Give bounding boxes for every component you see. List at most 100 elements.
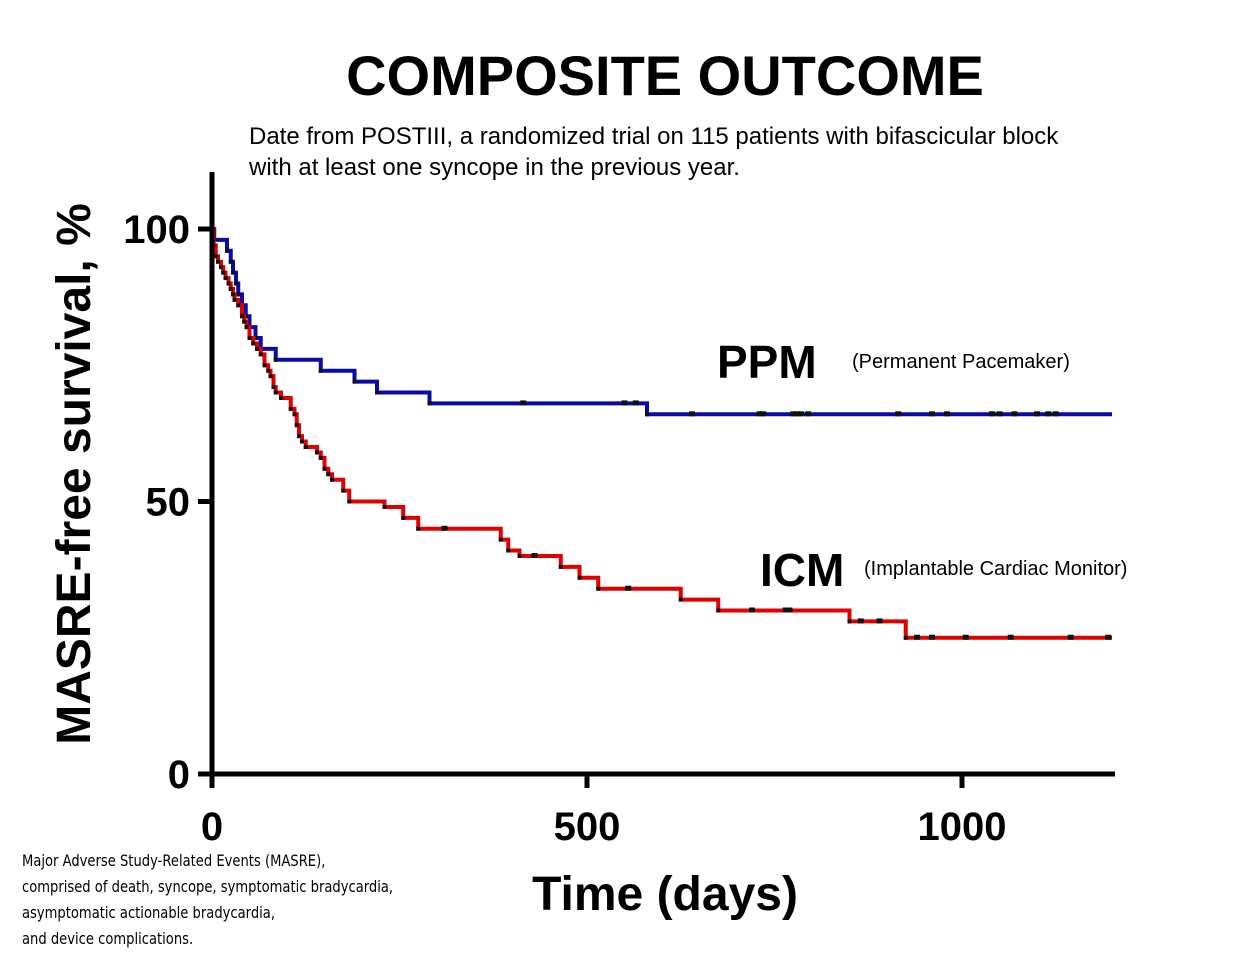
event-marker	[678, 597, 683, 602]
y-tick-label: 0	[168, 753, 190, 797]
censor-mark	[794, 411, 800, 417]
censor-mark	[929, 634, 935, 640]
event-marker	[253, 336, 258, 340]
event-marker	[240, 314, 244, 319]
event-marker	[341, 488, 346, 493]
x-axis-label: Time (days)	[532, 868, 798, 921]
event-marker	[375, 390, 379, 395]
footnote-line: Major Adverse Study-Related Events (MASR…	[22, 851, 326, 870]
censor-mark	[1052, 411, 1059, 417]
censor-mark	[520, 400, 527, 406]
event-marker	[236, 292, 241, 297]
censor-mark	[756, 411, 763, 417]
series-note-ppm: (Permanent Pacemaker)	[852, 351, 1070, 373]
event-marker	[255, 346, 259, 351]
event-marker	[266, 368, 271, 373]
event-marker	[234, 281, 238, 286]
censor-mark	[1034, 411, 1040, 417]
event-marker	[228, 286, 233, 291]
censor-mark	[944, 411, 950, 417]
event-marker	[322, 466, 327, 471]
chart-subtitle-line-2: with at least one syncope in the previou…	[248, 154, 740, 181]
event-marker	[326, 472, 331, 477]
footnote-line: asymptomatic actionable bradycardia,	[22, 903, 276, 922]
event-marker	[213, 254, 218, 259]
event-marker	[382, 504, 387, 509]
chart-subtitle-line-1: Date from POSTIII, a randomized trial on…	[249, 123, 1059, 150]
censor-mark	[782, 607, 789, 613]
event-marker	[244, 325, 249, 330]
censor-mark	[441, 525, 448, 531]
event-marker	[506, 548, 511, 553]
censor-mark	[857, 618, 864, 624]
censor-mark	[797, 411, 804, 417]
event-marker	[303, 445, 308, 449]
event-marker	[279, 395, 283, 400]
event-marker	[268, 374, 273, 379]
event-marker	[223, 276, 228, 281]
series-label-ppm: PPM	[717, 336, 817, 388]
event-marker	[247, 336, 252, 340]
plot-area	[211, 227, 1112, 640]
censor-mark	[1045, 411, 1052, 417]
event-marker	[498, 537, 503, 542]
event-marker	[216, 259, 220, 264]
event-marker	[251, 341, 256, 346]
event-marker	[903, 635, 908, 640]
event-marker	[596, 586, 601, 591]
x-tick-label: 1000	[918, 805, 1007, 849]
event-marker	[262, 363, 267, 368]
series-label-icm: ICM	[760, 544, 844, 596]
event-marker	[300, 439, 304, 444]
event-marker	[558, 564, 563, 569]
event-marker	[273, 390, 278, 395]
censor-mark	[996, 411, 1003, 417]
censor-mark	[895, 411, 902, 417]
y-axis-label: MASRE-free survival, %	[48, 203, 101, 745]
event-marker	[288, 406, 293, 411]
event-marker	[231, 270, 235, 275]
event-marker	[645, 412, 649, 417]
censor-mark	[876, 618, 883, 624]
event-marker	[297, 434, 301, 439]
event-marker	[352, 379, 357, 384]
event-marker	[517, 554, 522, 558]
censor-mark	[1007, 634, 1014, 640]
event-marker	[330, 477, 334, 482]
censor-mark	[929, 411, 935, 417]
event-marker	[225, 248, 229, 253]
footnote: Major Adverse Study-Related Events (MASR…	[22, 848, 393, 952]
censor-mark	[625, 585, 632, 591]
censor-mark	[632, 400, 639, 406]
x-tick-label: 0	[201, 805, 223, 849]
y-tick-label: 100	[123, 208, 190, 252]
event-marker	[231, 292, 235, 297]
footnote-line: and device complications.	[22, 929, 194, 948]
censor-mark	[914, 634, 920, 640]
y-tick-label: 50	[146, 481, 191, 525]
event-marker	[236, 303, 241, 308]
event-marker	[242, 319, 247, 324]
censor-mark	[760, 411, 767, 417]
event-marker	[577, 575, 582, 580]
chart-title: COMPOSITE OUTCOME	[346, 44, 984, 107]
event-marker	[315, 450, 319, 455]
censor-mark	[805, 411, 812, 417]
event-marker	[847, 619, 852, 624]
censor-mark	[1011, 411, 1018, 417]
censor-mark	[1105, 634, 1112, 640]
event-marker	[221, 270, 226, 275]
censor-mark	[531, 553, 538, 558]
censor-mark	[621, 400, 628, 406]
event-marker	[273, 357, 278, 362]
series-line-ppm	[212, 227, 1112, 417]
event-marker	[416, 526, 421, 531]
event-marker	[318, 455, 323, 460]
censor-mark	[749, 607, 755, 613]
event-marker	[226, 281, 231, 286]
event-marker	[258, 352, 263, 357]
event-marker	[228, 259, 233, 264]
censor-mark	[989, 411, 995, 417]
censor-mark	[786, 607, 793, 613]
